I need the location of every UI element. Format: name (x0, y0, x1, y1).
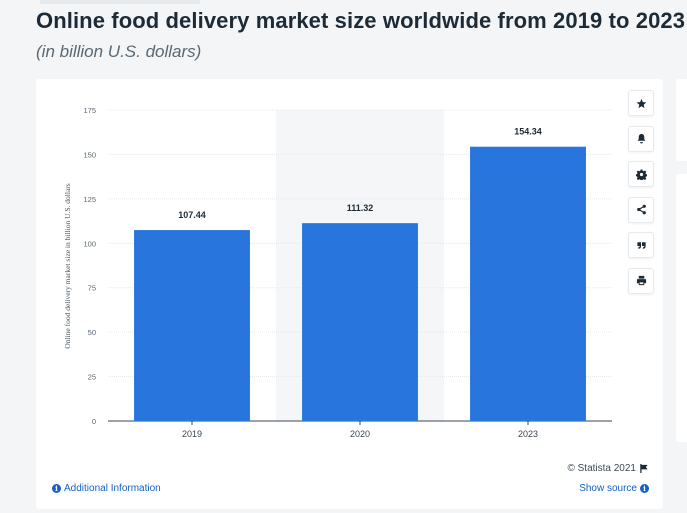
show-source-link[interactable]: Show source i (579, 483, 649, 494)
info-icon: i (640, 484, 649, 493)
flag-icon (640, 464, 648, 473)
chart-toolbar (628, 90, 654, 303)
bar-2019 (134, 230, 250, 421)
x-tick-label-2019: 2019 (182, 429, 202, 439)
page-title: Online food delivery market size worldwi… (36, 8, 686, 33)
star-icon[interactable] (628, 90, 654, 116)
show-source-label: Show source (579, 483, 637, 494)
y-tick-label: 50 (88, 328, 96, 337)
y-tick-label: 125 (83, 195, 96, 204)
value-label-2020: 111.32 (347, 203, 374, 213)
print-icon[interactable] (628, 267, 654, 294)
y-axis-label: Online food delivery market size in bill… (63, 183, 72, 348)
bar-2023 (470, 146, 586, 422)
info-icon: i (52, 484, 61, 493)
page-subtitle: (in billion U.S. dollars) (36, 42, 202, 61)
top-fade (40, 0, 200, 4)
side-panel-bottom (676, 174, 687, 442)
side-panel-top (676, 79, 687, 161)
bell-icon[interactable] (628, 125, 654, 152)
y-tick-label: 0 (92, 417, 96, 426)
statista-copyright: © Statista 2021 (567, 463, 649, 474)
y-tick-label: 150 (83, 150, 96, 159)
quote-icon[interactable] (628, 232, 654, 258)
additional-information-label: Additional Information (64, 483, 161, 494)
gear-icon[interactable] (628, 161, 654, 187)
bar-2020 (302, 223, 418, 421)
value-label-2019: 107.44 (178, 210, 206, 220)
y-tick-label: 75 (88, 284, 96, 293)
y-tick-label: 100 (83, 239, 96, 248)
copyright-text: © Statista 2021 (567, 463, 636, 474)
x-tick-label-2023: 2023 (518, 429, 538, 439)
y-tick-label: 175 (83, 106, 96, 115)
additional-information-link[interactable]: i Additional Information (52, 483, 161, 494)
share-icon[interactable] (628, 196, 654, 223)
y-tick-label: 25 (88, 373, 96, 382)
value-label-2023: 154.34 (514, 127, 542, 137)
x-tick-label-2020: 2020 (350, 429, 370, 439)
